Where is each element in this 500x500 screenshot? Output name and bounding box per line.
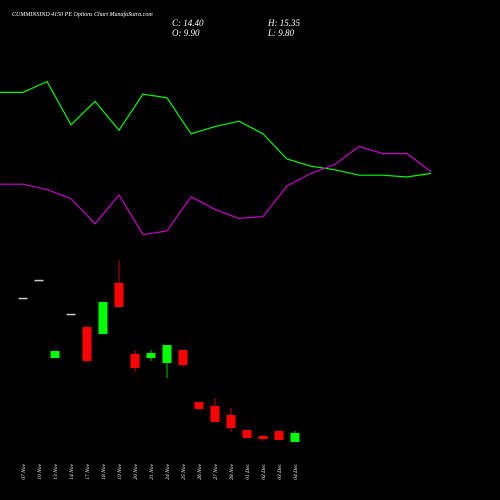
x-tick-label: 07 Nov — [21, 463, 27, 479]
open-label: O: 9.90 — [172, 28, 200, 38]
candle-body — [290, 433, 300, 442]
candle-body — [98, 302, 108, 334]
x-tick-label: 01 Dec — [245, 463, 251, 479]
candle-body — [18, 297, 28, 300]
x-tick-label: 04 Dec — [292, 463, 299, 479]
x-tick-label: 02 Dec — [261, 463, 267, 479]
candle-body — [258, 436, 268, 439]
candle-body — [226, 415, 236, 428]
candle-body — [242, 430, 252, 438]
candle-body — [194, 402, 204, 409]
x-tick-label: 20 Nov — [133, 463, 139, 479]
x-tick-label: 03 Dec — [277, 463, 283, 479]
candle-body — [130, 354, 140, 368]
x-tick-label: 14 Nov — [68, 463, 75, 479]
x-tick-label: 19 Nov — [117, 463, 123, 479]
candle-body — [82, 327, 92, 361]
candle-body — [114, 283, 124, 307]
x-tick-label: 10 Nov — [37, 463, 43, 479]
indicator-line — [0, 80, 432, 178]
close-label: C: 14.40 — [172, 18, 204, 28]
candle-body — [274, 431, 284, 440]
low-label: L: 9.80 — [267, 28, 295, 38]
candle-body — [146, 353, 156, 358]
x-tick-label: 26 Nov — [197, 463, 203, 479]
x-tick-label: 18 Nov — [101, 463, 107, 479]
candle-body — [50, 351, 60, 358]
high-label: H: 15.35 — [267, 18, 300, 28]
candle-body — [162, 345, 172, 363]
indicator-line — [0, 145, 432, 236]
candle-body — [34, 279, 44, 282]
candle-body — [66, 313, 76, 316]
x-tick-label: 25 Nov — [181, 463, 187, 479]
x-tick-label: 21 Nov — [149, 463, 155, 479]
x-tick-label: 27 Nov — [213, 463, 219, 479]
x-tick-label: 28 Nov — [229, 463, 235, 479]
x-tick-label: 24 Nov — [164, 463, 171, 479]
x-tick-label: 17 Nov — [85, 463, 91, 479]
candle-body — [210, 406, 220, 422]
chart-title: CUMMINSIND 4150 PE Options Chart MunafaS… — [12, 11, 153, 18]
candle-body — [178, 350, 188, 365]
x-tick-label: 13 Nov — [53, 463, 59, 479]
